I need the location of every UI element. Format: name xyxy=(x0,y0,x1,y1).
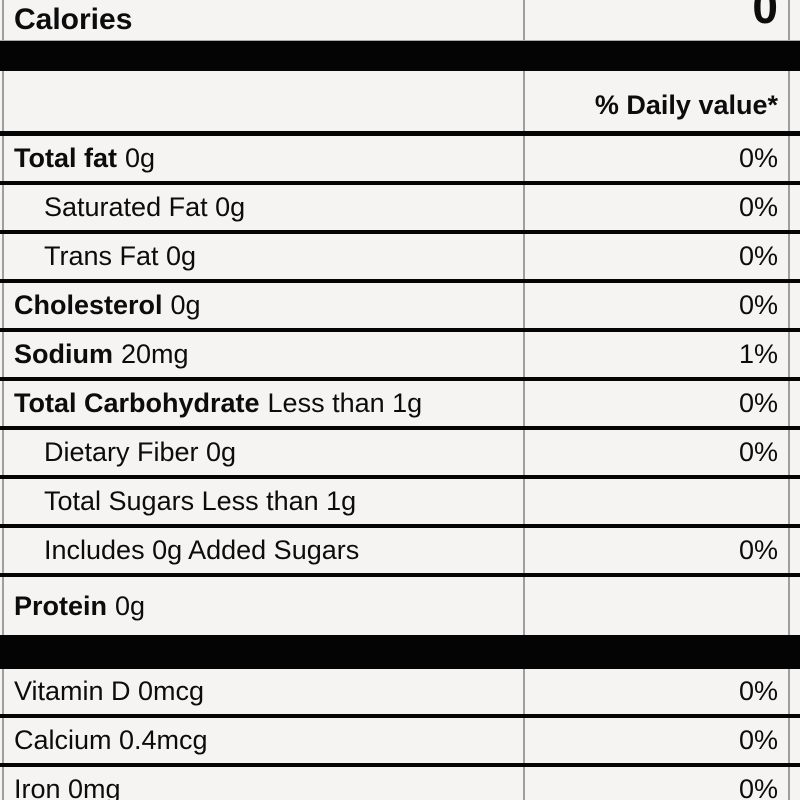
nutrient-label-cell: Cholesterol 0g xyxy=(0,283,523,328)
daily-value-cell xyxy=(523,577,800,635)
section-bar-bottom xyxy=(0,635,800,669)
daily-value: 0% xyxy=(738,437,778,467)
nutrient-row: Total Sugars Less than 1g xyxy=(0,479,800,524)
row-separator xyxy=(0,328,800,332)
nutrient-label-cell: Dietary Fiber 0g xyxy=(0,430,523,475)
row-separator xyxy=(0,475,800,479)
nutrient-name: Iron 0mg xyxy=(14,774,121,800)
daily-value: 0% xyxy=(738,192,778,222)
nutrient-row: Trans Fat 0g 0% xyxy=(0,234,800,279)
nutrient-label-cell: Total Sugars Less than 1g xyxy=(0,479,523,524)
daily-value: 0% xyxy=(738,388,778,418)
nutrient-name: Includes 0g Added Sugars xyxy=(44,535,360,565)
row-separator xyxy=(0,524,800,528)
section-bar-top xyxy=(0,41,800,71)
header-empty-cell xyxy=(0,71,523,131)
nutrient-name-bold: Total fat xyxy=(14,143,117,173)
nutrient-label-cell: Iron 0mg xyxy=(0,767,523,800)
row-separator xyxy=(0,230,800,234)
thick-rule xyxy=(0,131,800,136)
daily-value-cell: 0% xyxy=(523,234,800,279)
nutrient-row: Cholesterol 0g 0% xyxy=(0,283,800,328)
daily-value-cell xyxy=(523,479,800,524)
daily-value: 0% xyxy=(738,725,778,755)
label-right-border xyxy=(788,0,790,800)
row-separator xyxy=(0,426,800,430)
nutrient-label-cell: Total Carbohydrate Less than 1g xyxy=(0,381,523,426)
nutrient-label-cell: Trans Fat 0g xyxy=(0,234,523,279)
micronutrient-rows-section: Vitamin D 0mcg 0% Calcium 0.4mcg 0% Iron… xyxy=(0,669,800,800)
nutrient-label-cell: Calcium 0.4mcg xyxy=(0,718,523,763)
row-separator xyxy=(0,181,800,185)
daily-value-header-cell: % Daily value* xyxy=(523,71,800,131)
nutrient-name-bold: Protein xyxy=(14,590,108,621)
nutrient-label-cell: Sodium 20mg xyxy=(0,332,523,377)
calories-row: Calories 0 xyxy=(0,0,800,40)
nutrient-name-bold: Cholesterol xyxy=(14,290,163,320)
nutrient-name: Vitamin D 0mcg xyxy=(14,676,205,706)
nutrient-row: Iron 0mg 0% xyxy=(0,767,800,800)
thin-rule xyxy=(0,40,800,41)
nutrient-name: Less than 1g xyxy=(267,388,423,418)
nutrient-name: Total Sugars Less than 1g xyxy=(44,486,357,516)
nutrient-name: Calcium 0.4mcg xyxy=(14,725,208,755)
daily-value: 0% xyxy=(738,676,778,706)
nutrient-label-cell: Saturated Fat 0g xyxy=(0,185,523,230)
calories-label-cell: Calories xyxy=(0,0,523,40)
daily-value-cell: 0% xyxy=(523,669,800,714)
row-separator xyxy=(0,573,800,577)
label-left-border xyxy=(2,0,4,800)
daily-value-cell: 0% xyxy=(523,430,800,475)
row-separator xyxy=(0,763,800,767)
nutrient-row: Dietary Fiber 0g 0% xyxy=(0,430,800,475)
daily-value: 0% xyxy=(738,535,778,565)
daily-value: 0% xyxy=(738,143,778,173)
daily-value-cell: 0% xyxy=(523,185,800,230)
nutrient-name-bold: Total Carbohydrate xyxy=(14,388,260,418)
nutrient-label-cell: Protein 0g xyxy=(0,577,523,635)
daily-value: 1% xyxy=(738,339,778,369)
nutrient-name: 20mg xyxy=(121,339,189,369)
daily-value-cell: 0% xyxy=(523,767,800,800)
row-separator xyxy=(0,377,800,381)
calories-value: 0 xyxy=(752,0,778,33)
nutrient-name: 0g xyxy=(115,590,146,621)
nutrient-label-cell: Includes 0g Added Sugars xyxy=(0,528,523,573)
nutrient-rows-section: Total fat 0g 0% Saturated Fat 0g 0% Tran… xyxy=(0,136,800,635)
nutrient-row: Total fat 0g 0% xyxy=(0,136,800,181)
nutrient-row: Vitamin D 0mcg 0% xyxy=(0,669,800,714)
daily-value: 0% xyxy=(738,774,778,800)
daily-value-cell: 0% xyxy=(523,283,800,328)
daily-value-cell: 0% xyxy=(523,718,800,763)
nutrient-label-cell: Vitamin D 0mcg xyxy=(0,669,523,714)
nutrient-name: 0g xyxy=(170,290,201,320)
row-separator xyxy=(0,279,800,283)
calories-value-cell: 0 xyxy=(523,0,800,40)
nutrient-row: Includes 0g Added Sugars 0% xyxy=(0,528,800,573)
daily-value-cell: 0% xyxy=(523,528,800,573)
nutrient-name: 0g xyxy=(125,143,156,173)
daily-value: 0% xyxy=(738,290,778,320)
nutrient-row: Calcium 0.4mcg 0% xyxy=(0,718,800,763)
nutrient-name: Saturated Fat 0g xyxy=(44,192,246,222)
daily-value-cell: 1% xyxy=(523,332,800,377)
nutrient-name: Trans Fat 0g xyxy=(44,241,197,271)
daily-value-header: % Daily value* xyxy=(594,90,778,120)
nutrient-row: Total Carbohydrate Less than 1g 0% xyxy=(0,381,800,426)
nutrient-name: Dietary Fiber 0g xyxy=(44,437,237,467)
daily-value: 0% xyxy=(738,241,778,271)
daily-value-header-row: % Daily value* xyxy=(0,71,800,131)
nutrient-row: Protein 0g xyxy=(0,577,800,635)
row-separator xyxy=(0,714,800,718)
daily-value-cell: 0% xyxy=(523,381,800,426)
nutrient-row: Sodium 20mg 1% xyxy=(0,332,800,377)
nutrient-name-bold: Sodium xyxy=(14,339,113,369)
nutrient-label-cell: Total fat 0g xyxy=(0,136,523,181)
nutrient-row: Saturated Fat 0g 0% xyxy=(0,185,800,230)
calories-label: Calories xyxy=(14,3,133,36)
daily-value-cell: 0% xyxy=(523,136,800,181)
